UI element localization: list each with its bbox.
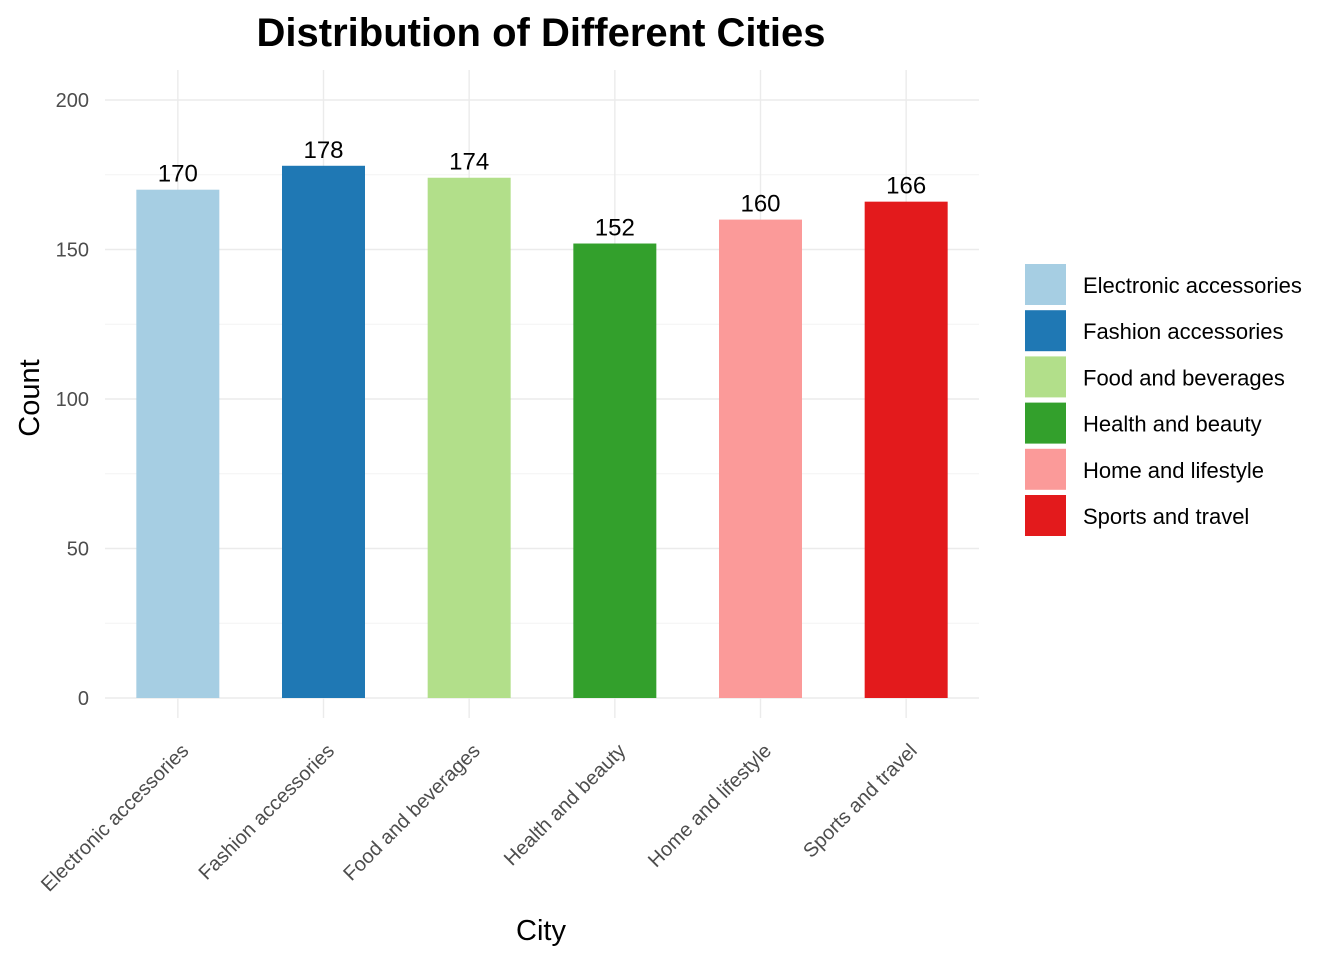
bar-value-label: 174 xyxy=(449,149,489,176)
x-tick-label: Sports and travel xyxy=(799,740,921,862)
bar-value-label: 178 xyxy=(303,137,343,164)
legend-key xyxy=(1025,356,1066,398)
bar xyxy=(573,243,657,698)
bar xyxy=(136,189,220,698)
x-tick-label: Food and beverages xyxy=(339,740,484,885)
data-labels: 170 178 174 152 160 166 xyxy=(158,137,926,242)
x-tick-label: Home and lifestyle xyxy=(644,740,776,872)
chart-title: Distribution of Different Cities xyxy=(257,11,826,55)
legend-label: Health and beauty xyxy=(1083,412,1262,437)
legend-label: Fashion accessories xyxy=(1083,319,1284,344)
bar-value-label: 170 xyxy=(158,161,198,188)
grid-lines xyxy=(105,70,979,718)
x-axis-ticks: Electronic accessories Fashion accessorie… xyxy=(37,740,922,896)
x-tick-label: Electronic accessories xyxy=(37,740,193,896)
y-axis-ticks: 0 50 100 150 200 xyxy=(56,90,89,710)
legend-key xyxy=(1025,448,1066,490)
legend: Electronic accessories Fashion accessorie… xyxy=(1025,264,1302,536)
bar-value-label: 152 xyxy=(595,215,635,242)
legend-label: Food and beverages xyxy=(1083,365,1285,390)
x-tick-label: Health and beauty xyxy=(500,740,630,870)
bar xyxy=(864,201,948,698)
legend-key xyxy=(1025,310,1066,352)
legend-key xyxy=(1025,264,1066,305)
bar xyxy=(427,177,511,699)
legend-label: Home and lifestyle xyxy=(1083,458,1264,483)
y-tick-label: 0 xyxy=(78,688,89,710)
legend-key xyxy=(1025,495,1066,536)
legend-label: Sports and travel xyxy=(1083,504,1249,529)
bar xyxy=(719,219,802,698)
y-tick-label: 150 xyxy=(56,240,89,262)
y-tick-label: 200 xyxy=(56,90,89,112)
bar-value-label: 166 xyxy=(886,173,926,200)
legend-key xyxy=(1025,402,1066,444)
y-tick-label: 100 xyxy=(56,389,89,411)
x-axis-title: City xyxy=(516,915,566,947)
legend-label: Electronic accessories xyxy=(1083,273,1302,298)
bar xyxy=(282,165,365,698)
x-tick-label: Fashion accessories xyxy=(195,740,339,884)
y-tick-label: 50 xyxy=(67,539,89,561)
y-axis-title: Count xyxy=(14,359,46,436)
bars xyxy=(136,165,948,699)
bar-value-label: 160 xyxy=(740,191,780,218)
